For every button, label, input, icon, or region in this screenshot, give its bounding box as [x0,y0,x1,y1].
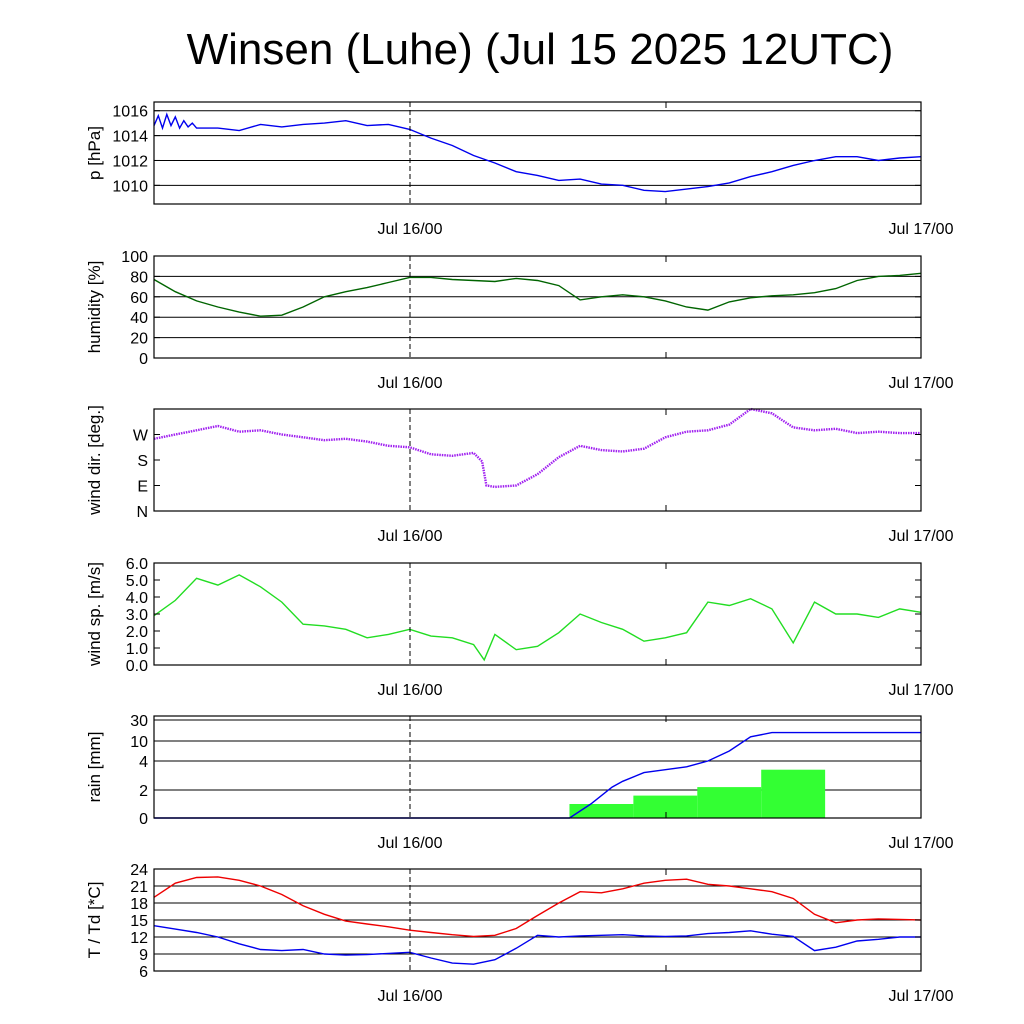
y-tick-label: 1012 [112,153,148,170]
y-tick-label: 1016 [112,104,148,121]
y-tick-label: 2.0 [126,624,148,641]
x-tick-label: Jul 16/00 [378,375,443,392]
panel-5: 0 2 4 10 30 rain [mm] Jul 16/00 Jul 17/00 [85,713,954,852]
y-tick-label: 5.0 [126,573,148,590]
x-tick-label: Jul 17/00 [889,375,954,392]
plot-frame [153,101,922,205]
x-tick-label: Jul 17/00 [889,835,954,852]
y-tick-label: 9 [139,947,148,964]
y-tick-label: 6.0 [126,556,148,573]
y-tick-label: 100 [121,249,148,266]
x-tick-label: Jul 16/00 [378,221,443,238]
y-tick-label: 10 [130,734,148,751]
rain-bar [633,795,698,818]
y-tick-label: W [133,428,149,445]
y-tick-label: 24 [130,862,148,879]
plot-frame [153,408,922,512]
y-tick-label: 2 [139,783,148,800]
y-tick-label: 40 [130,310,148,327]
y-tick-label: 18 [130,896,148,913]
x-tick-label: Jul 17/00 [889,682,954,699]
x-tick-label: Jul 17/00 [889,221,954,238]
rain-bar [697,787,762,818]
y-tick-label: 80 [130,269,148,286]
y-tick-label: 4.0 [126,590,148,607]
y-tick-label: 3.0 [126,607,148,624]
y-tick-label: E [137,479,148,496]
y-tick-label: 60 [130,290,148,307]
series-line [153,876,922,938]
y-tick-label: 30 [130,713,148,730]
x-tick-label: Jul 17/00 [889,988,954,1005]
y-axis-label: rain [mm] [85,732,104,803]
y-tick-label: 0 [139,351,148,368]
panel-1: 1010 1012 1014 1016 p [hPa] Jul 16/00 Jul 17/0… [85,101,954,238]
series-line [153,407,921,489]
panel-4: 0.01.02.03.04.05.06.0 wind sp. [m/s] Jul 1… [85,556,954,699]
y-tick-label: 1014 [112,129,148,146]
y-tick-label: 1.0 [126,641,148,658]
series-line [153,112,922,193]
y-axis-label: p [hPa] [85,126,104,180]
series-line [153,925,921,965]
y-tick-label: N [136,504,148,521]
plot-frame [153,715,922,819]
y-tick-label: 1010 [112,178,148,195]
x-tick-label: Jul 17/00 [889,528,954,545]
y-tick-label: 0.0 [126,658,148,675]
chart-title: Winsen (Luhe) (Jul 15 2025 12UTC) [187,25,894,74]
x-tick-label: Jul 16/00 [378,835,443,852]
y-axis-label: wind dir. [deg.] [85,405,104,516]
series-line [154,731,921,819]
y-tick-label: 6 [139,964,148,981]
x-tick-label: Jul 16/00 [378,528,443,545]
x-tick-label: Jul 16/00 [378,682,443,699]
series-line [153,272,922,317]
y-tick-label: 15 [130,913,148,930]
y-tick-label: S [137,453,148,470]
y-tick-label: 4 [139,754,148,771]
plot-frame [153,562,922,666]
y-tick-label: 21 [130,879,148,896]
rain-bar [761,769,826,818]
y-tick-label: 0 [139,811,148,828]
y-tick-label: 12 [130,930,148,947]
y-axis-label: T / Td [*C] [85,882,104,959]
y-axis-label: wind sp. [m/s] [85,562,104,667]
y-axis-label: humidity [%] [85,261,104,354]
x-tick-label: Jul 16/00 [378,988,443,1005]
plot-frame [153,255,922,359]
y-tick-label: 20 [130,331,148,348]
panel-2: 0 20 40 60 80 100 humidity [%] Jul 16/00 Jul 17/… [85,249,954,392]
series-line [153,574,922,662]
